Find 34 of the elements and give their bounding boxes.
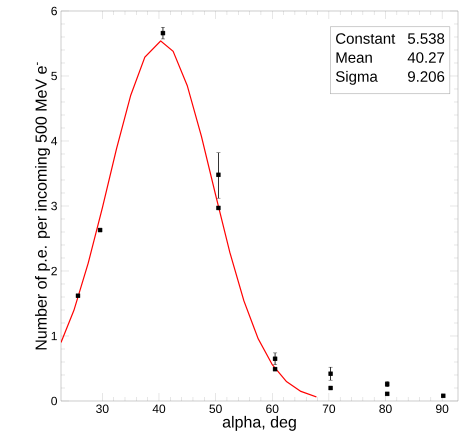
y-tick-label: 2 — [51, 266, 57, 276]
annotation: Sigma — [336, 70, 378, 85]
x-tick-label: 90 — [436, 404, 448, 414]
y-tick-label: 5 — [51, 72, 57, 80]
annotation: 5.538 — [408, 33, 444, 44]
point — [76, 294, 80, 298]
point — [98, 228, 102, 232]
point — [441, 394, 446, 398]
x-tick-label: 80 — [379, 404, 392, 414]
point — [328, 372, 333, 376]
x-tick-label: 50 — [209, 404, 222, 414]
x-axis-title: alpha, deg — [222, 416, 296, 431]
y-tick-label: 0 — [51, 396, 58, 406]
y-tick-label: 6 — [51, 6, 57, 16]
point — [272, 356, 278, 361]
point — [328, 386, 333, 390]
point — [160, 30, 166, 36]
annotation: 9.206 — [408, 71, 444, 82]
annotation: Mean — [336, 52, 372, 63]
x-tick-label: 60 — [266, 404, 278, 414]
point — [385, 392, 390, 396]
line-series — [61, 40, 318, 398]
point — [216, 206, 221, 210]
annotation: Constant — [336, 33, 396, 44]
y-axis-title: Number of p.e. per incoming 500 MeV e$^{-}$ — [35, 62, 50, 350]
point — [272, 366, 278, 372]
y-tick-label: 3 — [51, 202, 57, 210]
y-tick-label: 4 — [51, 136, 58, 146]
x-tick-label: 40 — [152, 404, 166, 414]
x-tick-label: 30 — [96, 404, 109, 414]
annotation: 40.27 — [408, 52, 444, 63]
point — [216, 172, 221, 177]
y-tick-label: 1 — [52, 332, 57, 340]
x-tick-label: 70 — [322, 404, 336, 414]
